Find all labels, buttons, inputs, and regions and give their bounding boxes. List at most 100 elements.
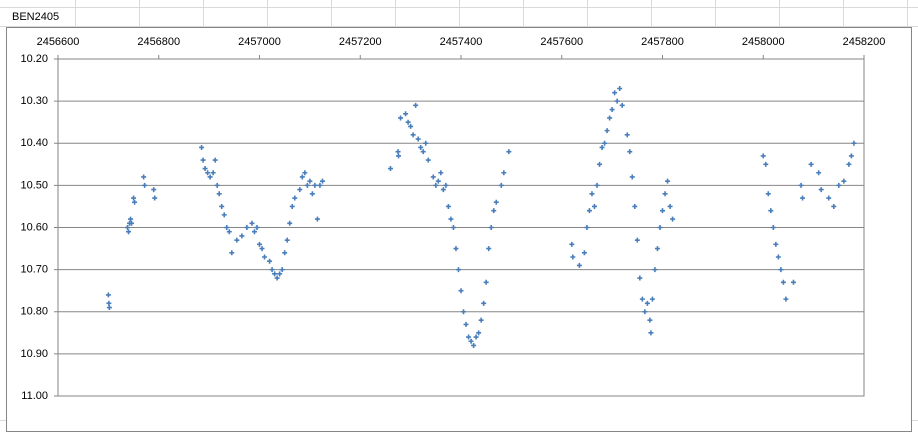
marker bbox=[491, 208, 497, 214]
marker bbox=[304, 182, 310, 188]
marker bbox=[126, 229, 132, 235]
marker bbox=[129, 220, 135, 226]
marker bbox=[498, 182, 504, 188]
marker bbox=[461, 309, 467, 315]
marker bbox=[284, 237, 290, 243]
x-tick-label: 2456800 bbox=[137, 36, 180, 48]
marker bbox=[443, 182, 449, 188]
marker bbox=[652, 267, 658, 273]
marker bbox=[627, 149, 633, 155]
marker bbox=[647, 317, 653, 323]
marker bbox=[226, 229, 232, 235]
marker bbox=[440, 187, 446, 193]
marker bbox=[229, 250, 235, 256]
marker bbox=[612, 90, 618, 96]
marker bbox=[438, 170, 444, 176]
marker bbox=[214, 182, 220, 188]
marker bbox=[599, 144, 605, 150]
marker bbox=[826, 195, 832, 201]
marker bbox=[272, 271, 278, 277]
marker bbox=[239, 233, 245, 239]
x-tick-label: 2457400 bbox=[440, 36, 483, 48]
marker bbox=[506, 149, 512, 155]
marker bbox=[780, 279, 786, 285]
marker bbox=[846, 161, 852, 167]
marker bbox=[257, 241, 262, 247]
marker bbox=[307, 178, 313, 184]
marker bbox=[594, 182, 600, 188]
marker bbox=[395, 149, 401, 155]
marker bbox=[581, 250, 587, 256]
marker bbox=[259, 246, 265, 252]
marker bbox=[205, 170, 211, 176]
marker bbox=[448, 216, 454, 222]
marker bbox=[831, 203, 837, 209]
marker bbox=[665, 178, 671, 184]
marker bbox=[297, 187, 303, 193]
marker bbox=[289, 203, 295, 209]
marker bbox=[312, 182, 318, 188]
marker bbox=[576, 262, 582, 268]
marker bbox=[410, 132, 416, 138]
marker bbox=[423, 140, 429, 146]
plot-border bbox=[57, 58, 865, 397]
marker bbox=[405, 119, 411, 125]
marker bbox=[269, 267, 275, 273]
marker bbox=[790, 279, 796, 285]
marker bbox=[569, 241, 575, 247]
marker bbox=[816, 170, 822, 176]
marker bbox=[783, 296, 789, 302]
marker bbox=[773, 241, 779, 247]
marker bbox=[619, 102, 625, 108]
y-tick-label: 10.80 bbox=[20, 306, 48, 318]
marker bbox=[660, 208, 665, 214]
x-tick-label: 2458000 bbox=[742, 36, 785, 48]
marker bbox=[254, 225, 260, 230]
marker bbox=[760, 153, 766, 159]
chart-area bbox=[6, 27, 912, 432]
marker bbox=[642, 309, 648, 315]
y-tick-label: 10.40 bbox=[20, 137, 48, 149]
marker bbox=[105, 292, 111, 298]
marker bbox=[262, 254, 268, 260]
marker bbox=[210, 170, 216, 176]
marker bbox=[501, 170, 507, 176]
marker bbox=[396, 153, 402, 159]
marker bbox=[224, 225, 230, 230]
marker bbox=[277, 271, 283, 277]
marker bbox=[207, 174, 213, 180]
marker bbox=[141, 174, 147, 180]
y-tick-label: 10.70 bbox=[20, 264, 48, 276]
marker bbox=[634, 237, 640, 243]
x-tick-label: 2457000 bbox=[238, 36, 281, 48]
marker bbox=[200, 157, 206, 163]
marker bbox=[586, 208, 592, 214]
marker bbox=[488, 225, 494, 230]
marker bbox=[607, 115, 613, 121]
marker bbox=[471, 342, 477, 348]
marker bbox=[670, 216, 676, 222]
cell-text: BEN2405 bbox=[12, 11, 59, 23]
x-tick-label: 2457800 bbox=[641, 36, 684, 48]
plot-area: 10.20 10.30 10.40 10.50 10.60 10.70 10.80 10.90… bbox=[20, 36, 885, 402]
marker bbox=[617, 85, 623, 91]
marker bbox=[770, 225, 776, 230]
marker bbox=[768, 208, 774, 214]
marker bbox=[798, 182, 804, 188]
marker bbox=[430, 174, 436, 180]
y-tick-label: 10.90 bbox=[20, 348, 48, 360]
marker bbox=[632, 203, 638, 209]
marker bbox=[800, 195, 806, 201]
marker bbox=[244, 225, 250, 230]
marker bbox=[387, 166, 393, 172]
marker bbox=[778, 267, 784, 273]
marker bbox=[403, 111, 409, 117]
marker bbox=[216, 191, 222, 197]
marker bbox=[657, 225, 663, 230]
y-tick-label: 10.30 bbox=[20, 95, 48, 107]
marker bbox=[279, 267, 285, 273]
marker bbox=[481, 300, 487, 306]
marker bbox=[425, 157, 431, 163]
marker bbox=[473, 334, 479, 340]
